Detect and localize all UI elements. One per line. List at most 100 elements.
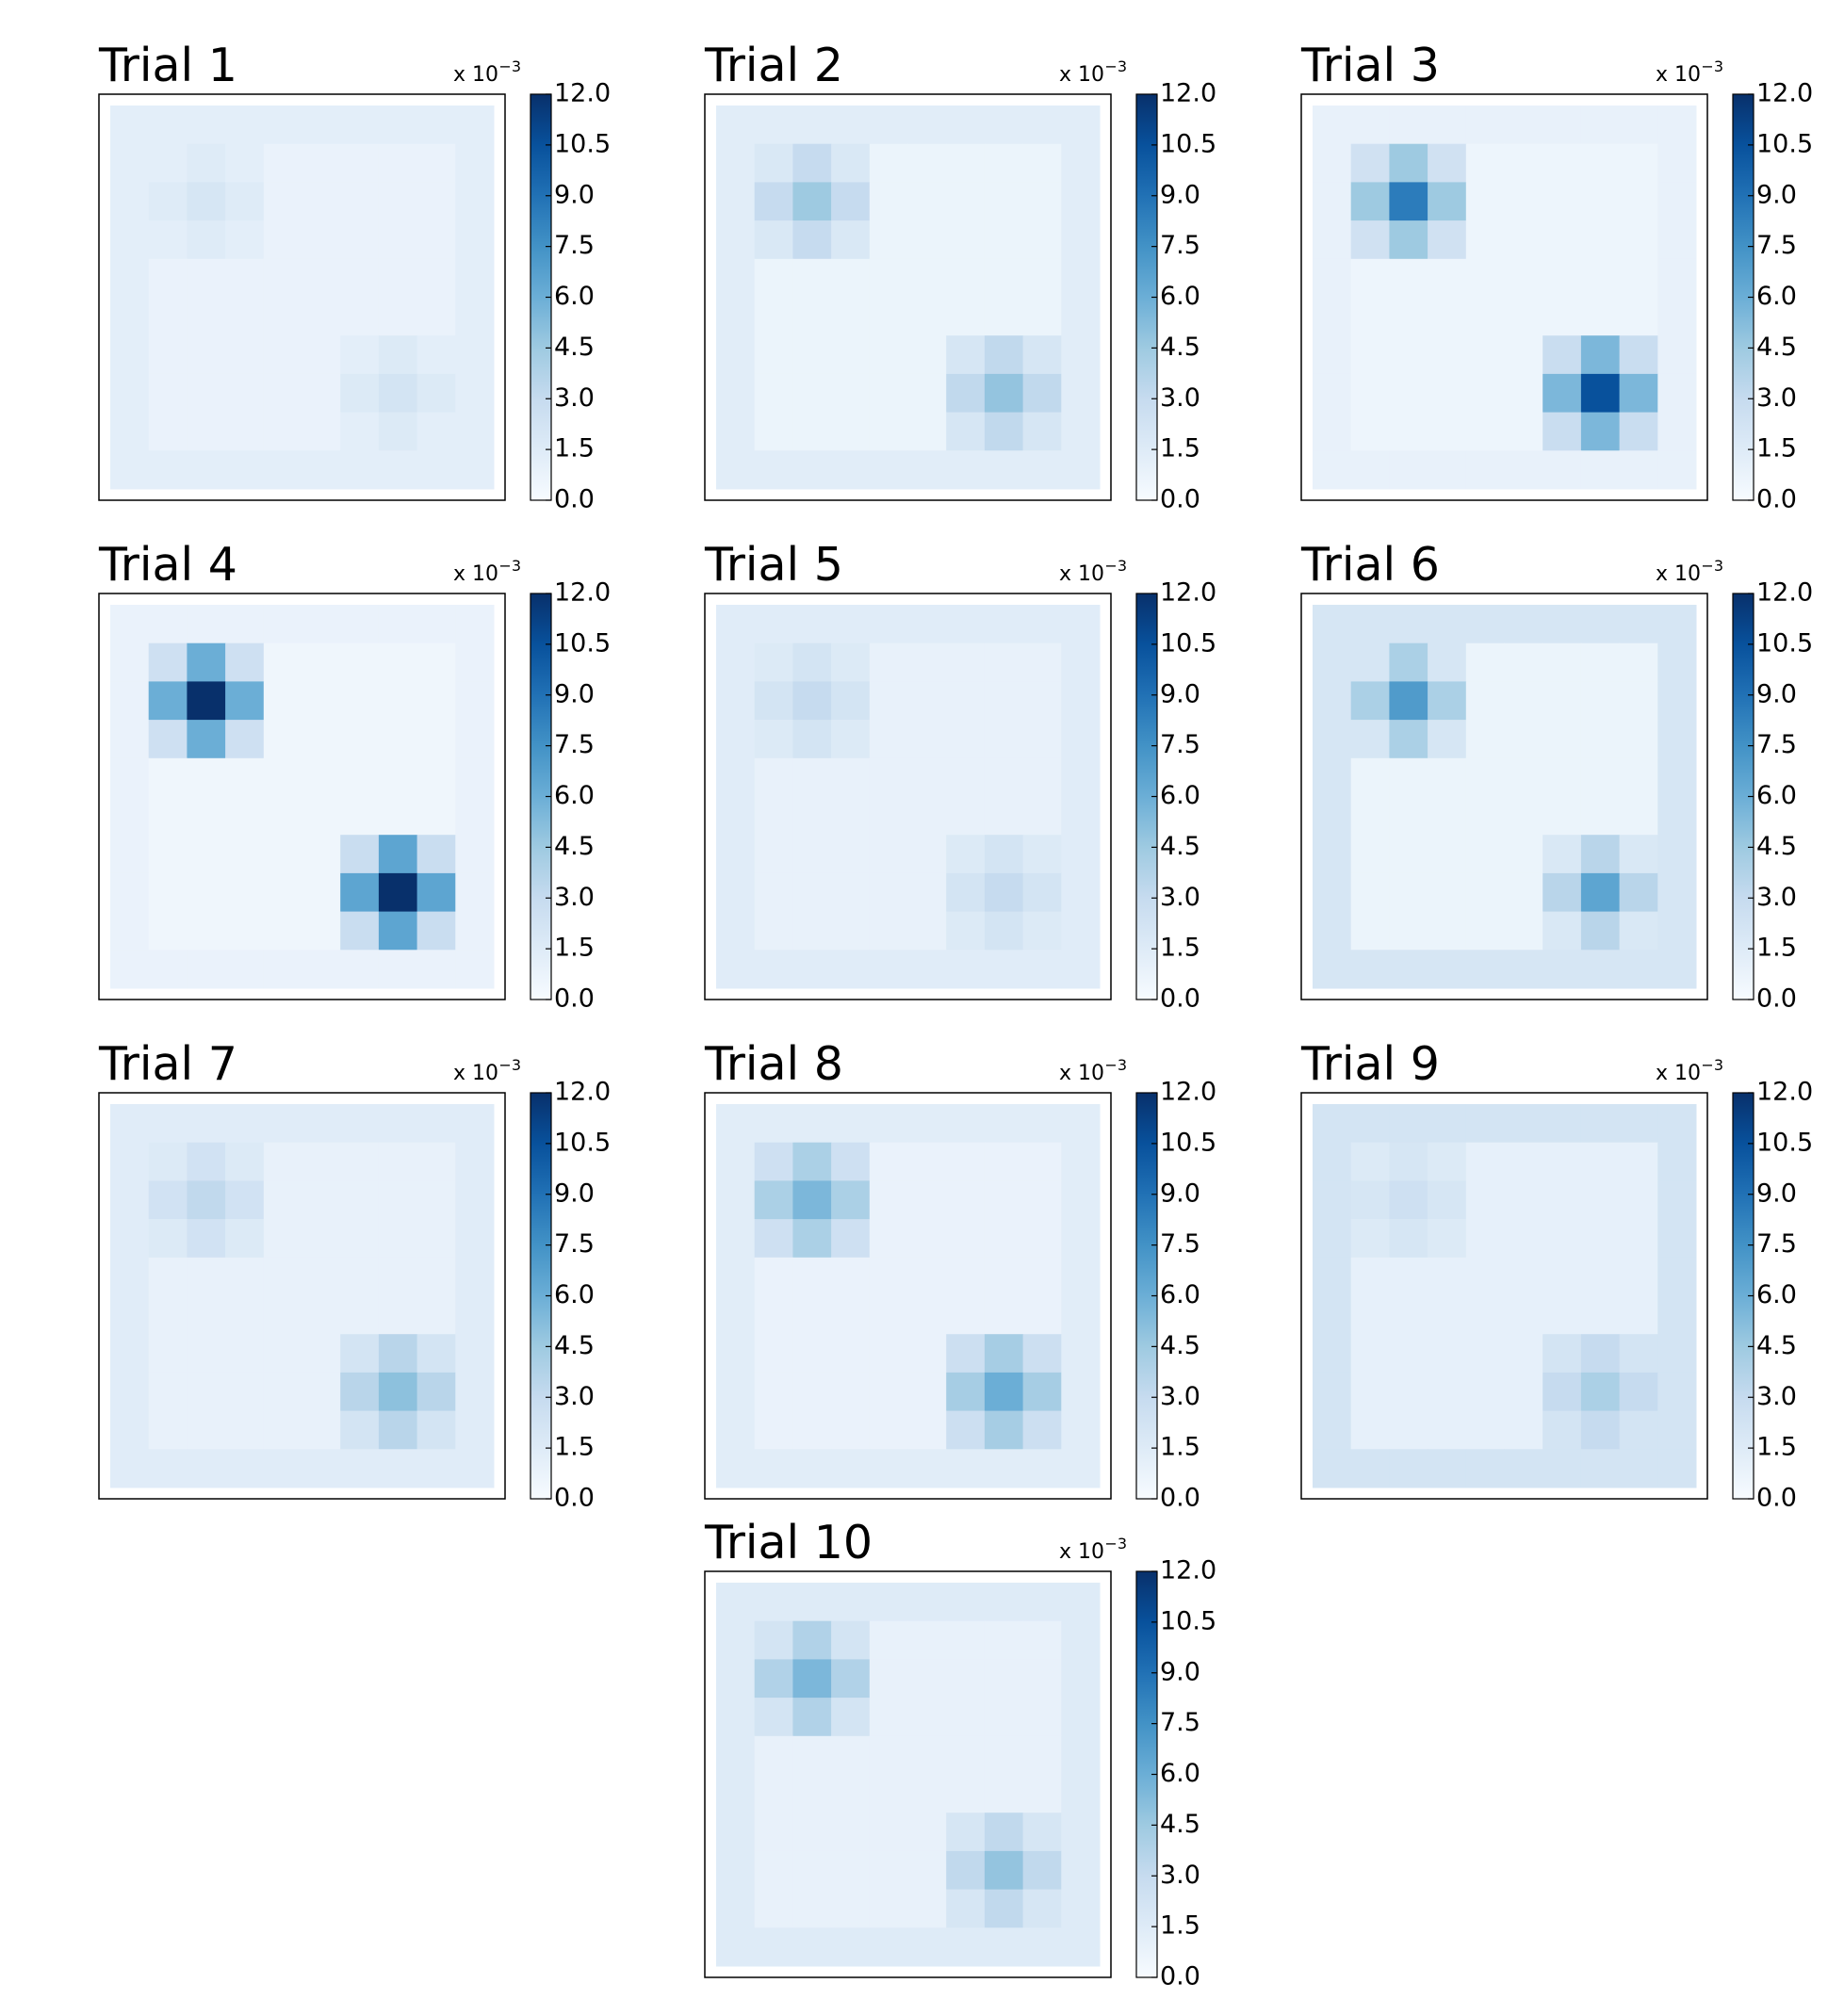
heat-cell (907, 220, 947, 260)
heat-cell (984, 1142, 1024, 1181)
heat-cell (907, 373, 947, 414)
heat-cell (946, 720, 986, 759)
heat-cell (302, 911, 341, 951)
heat-cell (831, 182, 871, 221)
heat-cell (1350, 106, 1390, 145)
heat-cell (263, 335, 302, 375)
heat-cell (110, 872, 150, 913)
panel: Trial 8 0.0 1.5 3.0 4.5 6.0 7.5 9.0 10.5 12.0 x 10… (704, 1037, 1216, 1513)
heat-cell (110, 1334, 150, 1374)
heat-cell (1061, 450, 1101, 490)
panel: Trial 7 0.0 1.5 3.0 4.5 6.0 7.5 9.0 10.5 12.0 x 10… (98, 1037, 611, 1513)
heat-cell (455, 681, 495, 721)
heat-cell (831, 412, 871, 451)
heat-cell (984, 1449, 1024, 1488)
heat-cell (263, 796, 302, 836)
heat-cell (1350, 182, 1390, 221)
heat-cell (869, 1410, 908, 1450)
heat-cell (1504, 1410, 1543, 1450)
heat-cell (831, 605, 871, 644)
heat-cell (455, 412, 495, 451)
colorbar-tick-label: 1.5 (554, 1433, 595, 1462)
heat-cell (716, 681, 756, 721)
heat-cell (1504, 412, 1543, 451)
heat-cell (148, 1449, 188, 1488)
heat-cell (946, 182, 986, 221)
heat-cell (946, 1180, 986, 1220)
heat-cell (302, 373, 341, 414)
panel-title: Trial 2 (704, 39, 843, 92)
heat-cell (984, 911, 1024, 951)
heat-cell (148, 143, 188, 183)
heat-cell (416, 1372, 456, 1412)
colorbar-tick-label: 0.0 (554, 1484, 595, 1513)
heat-cell (1428, 605, 1467, 644)
heat-cell (907, 1219, 947, 1259)
heat-cell (716, 1334, 756, 1374)
heat-cell (1313, 182, 1352, 221)
heat-cell (1542, 220, 1582, 260)
heat-cell (455, 872, 495, 913)
heat-cell (1350, 412, 1390, 451)
heat-cell (831, 1295, 871, 1335)
heat-cell (1619, 720, 1658, 759)
heat-cell (754, 720, 793, 759)
heat-cell (946, 681, 986, 721)
heat-cell (1504, 872, 1543, 913)
heat-cell (1580, 412, 1621, 451)
heat-cell (946, 872, 986, 913)
heat-cell (907, 950, 947, 989)
heat-cell (984, 757, 1024, 797)
colorbar-tick-label: 10.5 (1160, 628, 1216, 658)
heat-cell (1580, 1104, 1621, 1144)
heat-cell (1350, 872, 1390, 913)
heat-cell (1619, 872, 1658, 913)
heat-cell (792, 1850, 832, 1891)
heat-cell (225, 1257, 265, 1296)
heat-cell (869, 258, 908, 298)
heat-cell (416, 1295, 456, 1335)
heat-cell (831, 1219, 871, 1259)
heat-cell (148, 1334, 188, 1374)
heat-cell (1465, 450, 1505, 490)
heat-cell (946, 1295, 986, 1335)
heat-cell (831, 1180, 871, 1220)
heat-cell (792, 335, 832, 375)
heat-cell (110, 835, 150, 874)
heat-cell (187, 373, 226, 414)
heat-cell (302, 1295, 341, 1335)
colorbar-tick-label: 3.0 (1160, 383, 1200, 413)
heat-cell (1465, 335, 1505, 375)
heat-cell (1580, 297, 1621, 336)
heat-cell (1542, 182, 1582, 221)
heat-cell (1619, 106, 1658, 145)
heat-cell (1022, 1927, 1062, 1967)
heat-cell (869, 720, 908, 759)
heat-cell (984, 1372, 1024, 1412)
heat-cell (340, 1142, 380, 1181)
heat-cell (907, 1889, 947, 1928)
heat-cell (378, 1142, 418, 1181)
heat-cell (1022, 297, 1062, 336)
heat-cell (416, 412, 456, 451)
heat-cell (754, 1104, 793, 1144)
heat-cell (754, 182, 793, 221)
heat-cell (1350, 373, 1390, 414)
heat-cell (716, 335, 756, 375)
heat-cell (907, 720, 947, 759)
heat-cell (1061, 1295, 1101, 1335)
heat-cell (716, 258, 756, 298)
heat-cell (378, 1295, 418, 1335)
heat-cell (1061, 1850, 1101, 1891)
heat-cell (1313, 412, 1352, 451)
heat-cell (225, 373, 265, 414)
colorbar-tick-label: 7.5 (1160, 1229, 1200, 1259)
heat-cell (984, 1735, 1024, 1775)
heat-cell (110, 1104, 150, 1144)
heat-cell (302, 1257, 341, 1296)
heat-cell (1465, 143, 1505, 183)
heat-cell (716, 1583, 756, 1622)
heat-cell (1022, 1449, 1062, 1488)
colorbar-tick-label: 3.0 (554, 383, 595, 413)
heat-cell (455, 1372, 495, 1412)
